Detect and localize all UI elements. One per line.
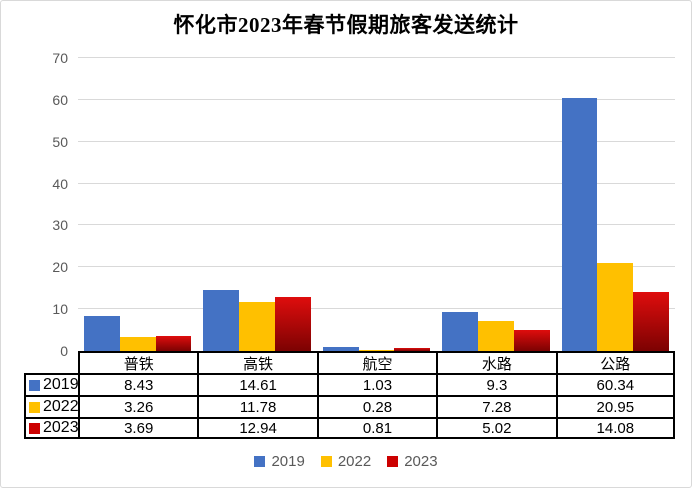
legend-item-2019: 2019 xyxy=(254,453,305,470)
y-tick-label: 20 xyxy=(52,259,68,276)
gridline-10 xyxy=(78,308,675,310)
y-tick-label: 70 xyxy=(52,50,68,66)
y-tick-label: 30 xyxy=(52,217,68,234)
bar-2022-普铁 xyxy=(119,337,156,351)
table-value-2022-航空: 0.28 xyxy=(316,395,437,417)
bar-2023-公路 xyxy=(633,292,670,351)
table-value-2019-高铁: 14.61 xyxy=(197,373,317,395)
legend-swatch-2022 xyxy=(320,456,332,467)
bar-2022-高铁 xyxy=(239,301,276,351)
bar-2023-航空 xyxy=(394,347,431,351)
legend-label-2022: 2022 xyxy=(337,453,372,470)
gridline-30 xyxy=(78,224,675,226)
y-tick-label: 60 xyxy=(52,91,68,108)
bars-layer xyxy=(78,58,675,351)
table-value-2019-普铁: 8.43 xyxy=(78,373,198,395)
chart-title: 怀化市2023年春节假期旅客发送统计 xyxy=(173,13,519,37)
bar-2019-高铁 xyxy=(203,289,240,351)
y-tick-label: 10 xyxy=(52,301,68,318)
series-swatch-2019 xyxy=(29,379,40,391)
bar-2023-高铁 xyxy=(275,296,311,351)
gridline-50 xyxy=(78,140,675,142)
y-tick-label: 40 xyxy=(52,175,68,192)
y-axis-labels: 0 10 20 30 40 50 60 70 xyxy=(1,50,71,359)
table-header-高铁: 高铁 xyxy=(197,351,317,373)
legend-item-2022: 2022 xyxy=(320,453,372,470)
table-value-2022-高铁: 11.78 xyxy=(197,395,317,417)
table-value-2023-公路: 14.08 xyxy=(555,417,675,439)
table-value-2019-航空: 1.03 xyxy=(316,373,437,395)
legend-swatch-2019 xyxy=(254,456,266,467)
bar-group-公路 xyxy=(556,58,675,351)
table-key-2019: 2019 xyxy=(24,373,78,395)
bar-2022-航空 xyxy=(358,349,395,351)
data-table: 普铁 高铁 航空 水路 公路 2019 8.43 14.61 1.03 9.3 60.34 2022 3… xyxy=(24,351,675,439)
bar-2019-水路 xyxy=(442,312,479,351)
legend-swatch-2023 xyxy=(387,456,399,467)
legend: 2019 2022 2023 xyxy=(1,453,691,470)
bar-group-水路 xyxy=(436,58,555,351)
plot-area xyxy=(78,57,675,351)
series-swatch-2022 xyxy=(29,401,40,413)
table-corner-cell xyxy=(24,351,78,373)
bar-2023-普铁 xyxy=(155,335,192,351)
table-value-2023-航空: 0.81 xyxy=(316,417,437,439)
bar-2019-公路 xyxy=(561,98,598,351)
table-key-2022: 2022 xyxy=(24,395,78,417)
table-value-2022-公路: 20.95 xyxy=(555,395,675,417)
table-header-航空: 航空 xyxy=(316,351,437,373)
legend-item-2023: 2023 xyxy=(387,453,438,470)
gridline-60 xyxy=(78,98,675,100)
table-header-普铁: 普铁 xyxy=(78,351,198,373)
series-key-label: 2023 xyxy=(43,419,78,436)
gridline-20 xyxy=(78,266,675,268)
series-key-label: 2022 xyxy=(43,398,78,415)
bar-2019-航空 xyxy=(322,346,359,351)
table-value-2019-公路: 60.34 xyxy=(555,373,675,395)
y-tick-label: 50 xyxy=(52,133,68,150)
table-header-公路: 公路 xyxy=(555,351,675,373)
y-tick-label: 0 xyxy=(60,343,68,359)
table-value-2023-高铁: 12.94 xyxy=(197,417,317,439)
bar-2022-水路 xyxy=(478,320,514,351)
series-key-label: 2019 xyxy=(43,376,78,393)
bar-2023-水路 xyxy=(513,330,550,351)
table-value-2022-水路: 7.28 xyxy=(436,395,556,417)
gridline-40 xyxy=(78,182,675,184)
table-value-2019-水路: 9.3 xyxy=(436,373,556,395)
table-value-2023-普铁: 3.69 xyxy=(78,417,198,439)
bar-2019-普铁 xyxy=(83,315,120,351)
bar-group-普铁 xyxy=(78,58,197,351)
series-swatch-2023 xyxy=(29,422,40,434)
table-value-2023-水路: 5.02 xyxy=(436,417,556,439)
bar-group-高铁 xyxy=(197,58,316,351)
bar-group-航空 xyxy=(317,58,436,351)
table-key-2023: 2023 xyxy=(24,417,78,439)
legend-label-2023: 2023 xyxy=(404,453,438,470)
table-value-2022-普铁: 3.26 xyxy=(78,395,198,417)
bar-2022-公路 xyxy=(597,263,634,351)
legend-label-2019: 2019 xyxy=(271,453,305,470)
table-header-水路: 水路 xyxy=(436,351,556,373)
gridline-70 xyxy=(78,57,675,58)
